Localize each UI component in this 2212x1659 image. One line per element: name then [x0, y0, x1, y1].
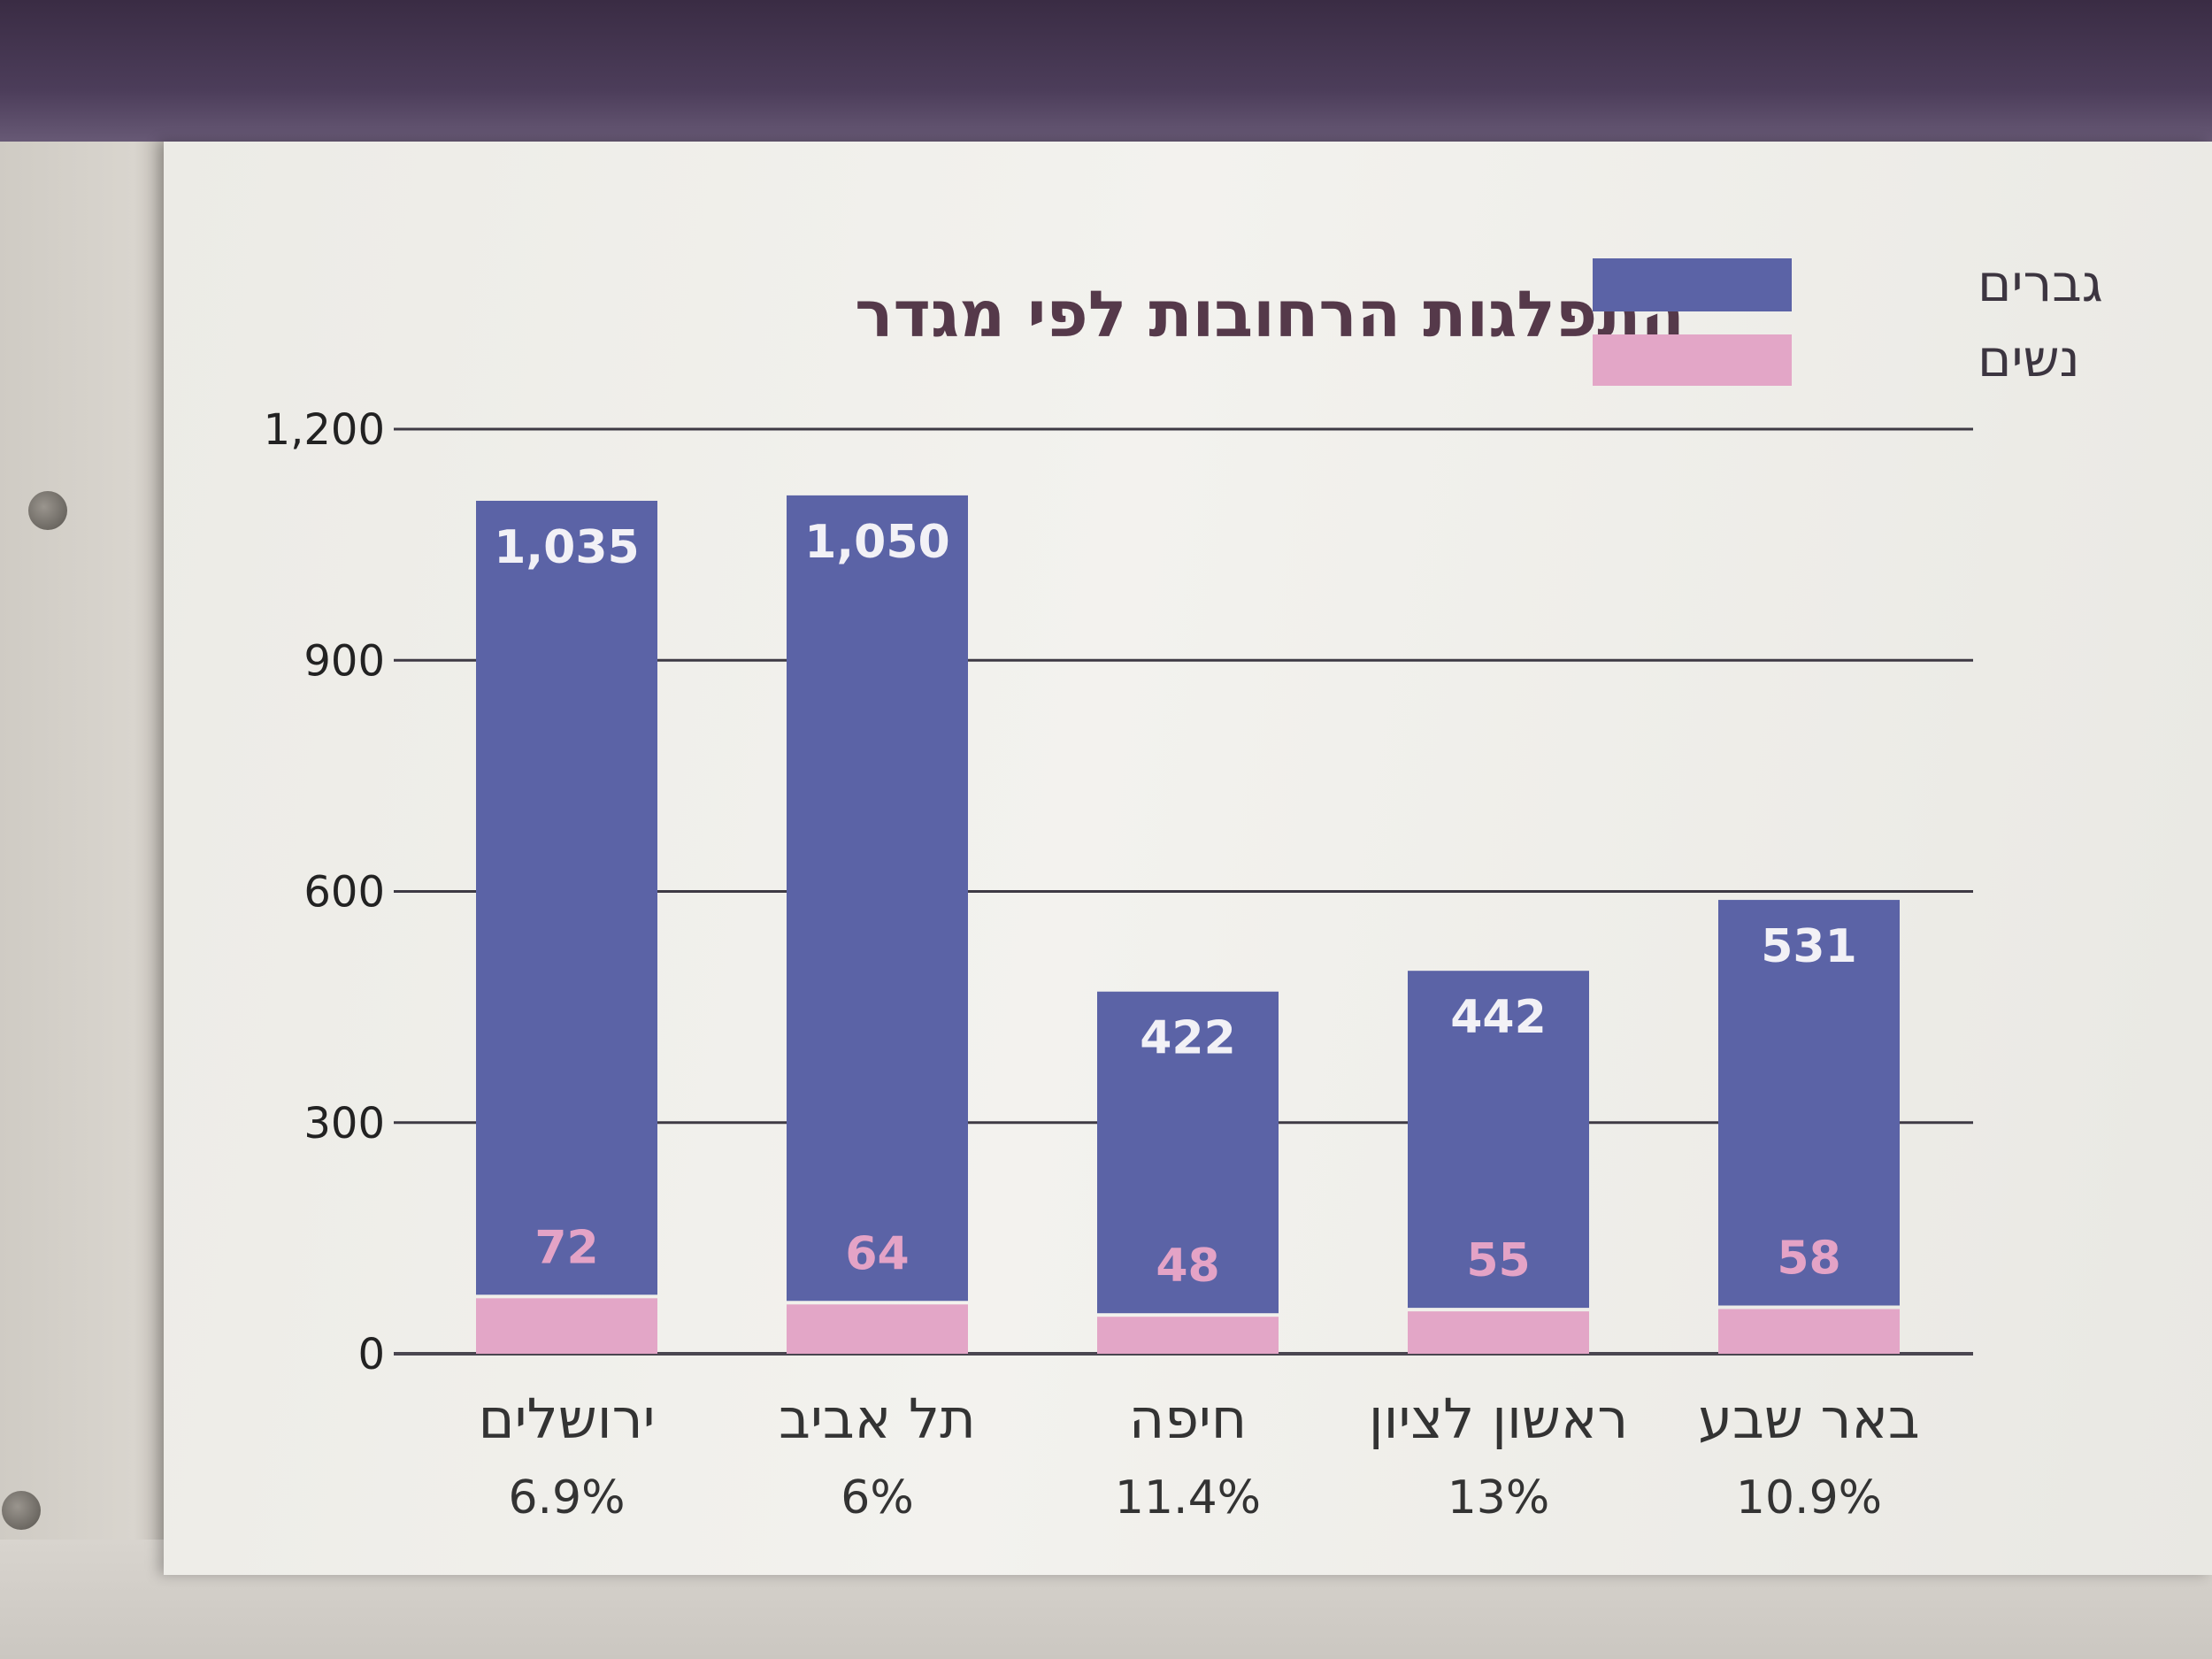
chart-title: התפלגות הרחובות לפי מגדר: [855, 277, 1685, 351]
category-label: תל אביב: [779, 1386, 976, 1451]
bars: [476, 495, 1900, 1354]
category-label: באר שבע: [1698, 1386, 1920, 1451]
category-percentage: 6%: [841, 1471, 914, 1525]
category-percentage: 6.9%: [508, 1471, 625, 1525]
data-label-women: 58: [1777, 1232, 1840, 1285]
bar-men: [476, 500, 657, 1295]
screw-icon: [28, 491, 67, 530]
data-label-women: 48: [1156, 1240, 1219, 1293]
value-labels: 1,035 72 1,050 64 422 48 442 55 531 58: [494, 516, 1857, 1293]
category-label: ראשון לציון: [1369, 1386, 1629, 1451]
chart: התפלגות הרחובות לפי מגדר גברים נשים 0 300…: [264, 253, 2103, 1525]
legend-label-men: גברים: [1978, 253, 2103, 313]
bar-women: [1718, 1309, 1900, 1354]
category-percentage: 10.9%: [1736, 1471, 1882, 1525]
y-tick-label: 1,200: [264, 405, 385, 455]
bar-women: [787, 1304, 968, 1354]
bar-women: [476, 1298, 657, 1354]
category-percentage: 13%: [1448, 1471, 1550, 1525]
bar-women: [1097, 1317, 1279, 1354]
legend-label-women: נשים: [1978, 328, 2080, 388]
bar-men: [1408, 971, 1589, 1309]
bar-women: [1408, 1311, 1589, 1354]
category-label: חיפה: [1129, 1386, 1248, 1451]
x-axis-categories: ירושלים 6.9% תל אביב 6% חיפה 11.4% ראשון לציון…: [479, 1386, 1920, 1525]
category-label: ירושלים: [479, 1386, 656, 1451]
legend-swatch-men: [1593, 258, 1792, 311]
y-tick-label: 900: [303, 636, 385, 686]
data-label-men: 531: [1761, 920, 1857, 973]
bar-men: [1097, 991, 1279, 1314]
y-axis-ticks: 0 300 600 900 1,200: [264, 405, 385, 1379]
side-panel: [0, 142, 168, 1557]
data-label-men: 1,050: [804, 516, 949, 569]
y-tick-label: 600: [303, 868, 385, 918]
data-label-women: 55: [1466, 1234, 1530, 1287]
category-percentage: 11.4%: [1115, 1471, 1261, 1525]
screw-icon: [2, 1491, 41, 1530]
y-tick-label: 0: [357, 1330, 385, 1379]
ceiling: [0, 0, 2212, 150]
bar-men: [787, 495, 968, 1302]
legend-swatch-women: [1593, 334, 1792, 386]
data-label-men: 422: [1140, 1012, 1236, 1065]
y-tick-label: 300: [303, 1099, 385, 1148]
data-label-men: 442: [1450, 991, 1547, 1044]
data-label-women: 72: [534, 1221, 598, 1274]
bar-men: [1718, 900, 1900, 1306]
chart-board: התפלגות הרחובות לפי מגדר גברים נשים 0 300…: [164, 142, 2212, 1575]
data-label-men: 1,035: [494, 521, 639, 574]
data-label-women: 64: [845, 1227, 909, 1280]
